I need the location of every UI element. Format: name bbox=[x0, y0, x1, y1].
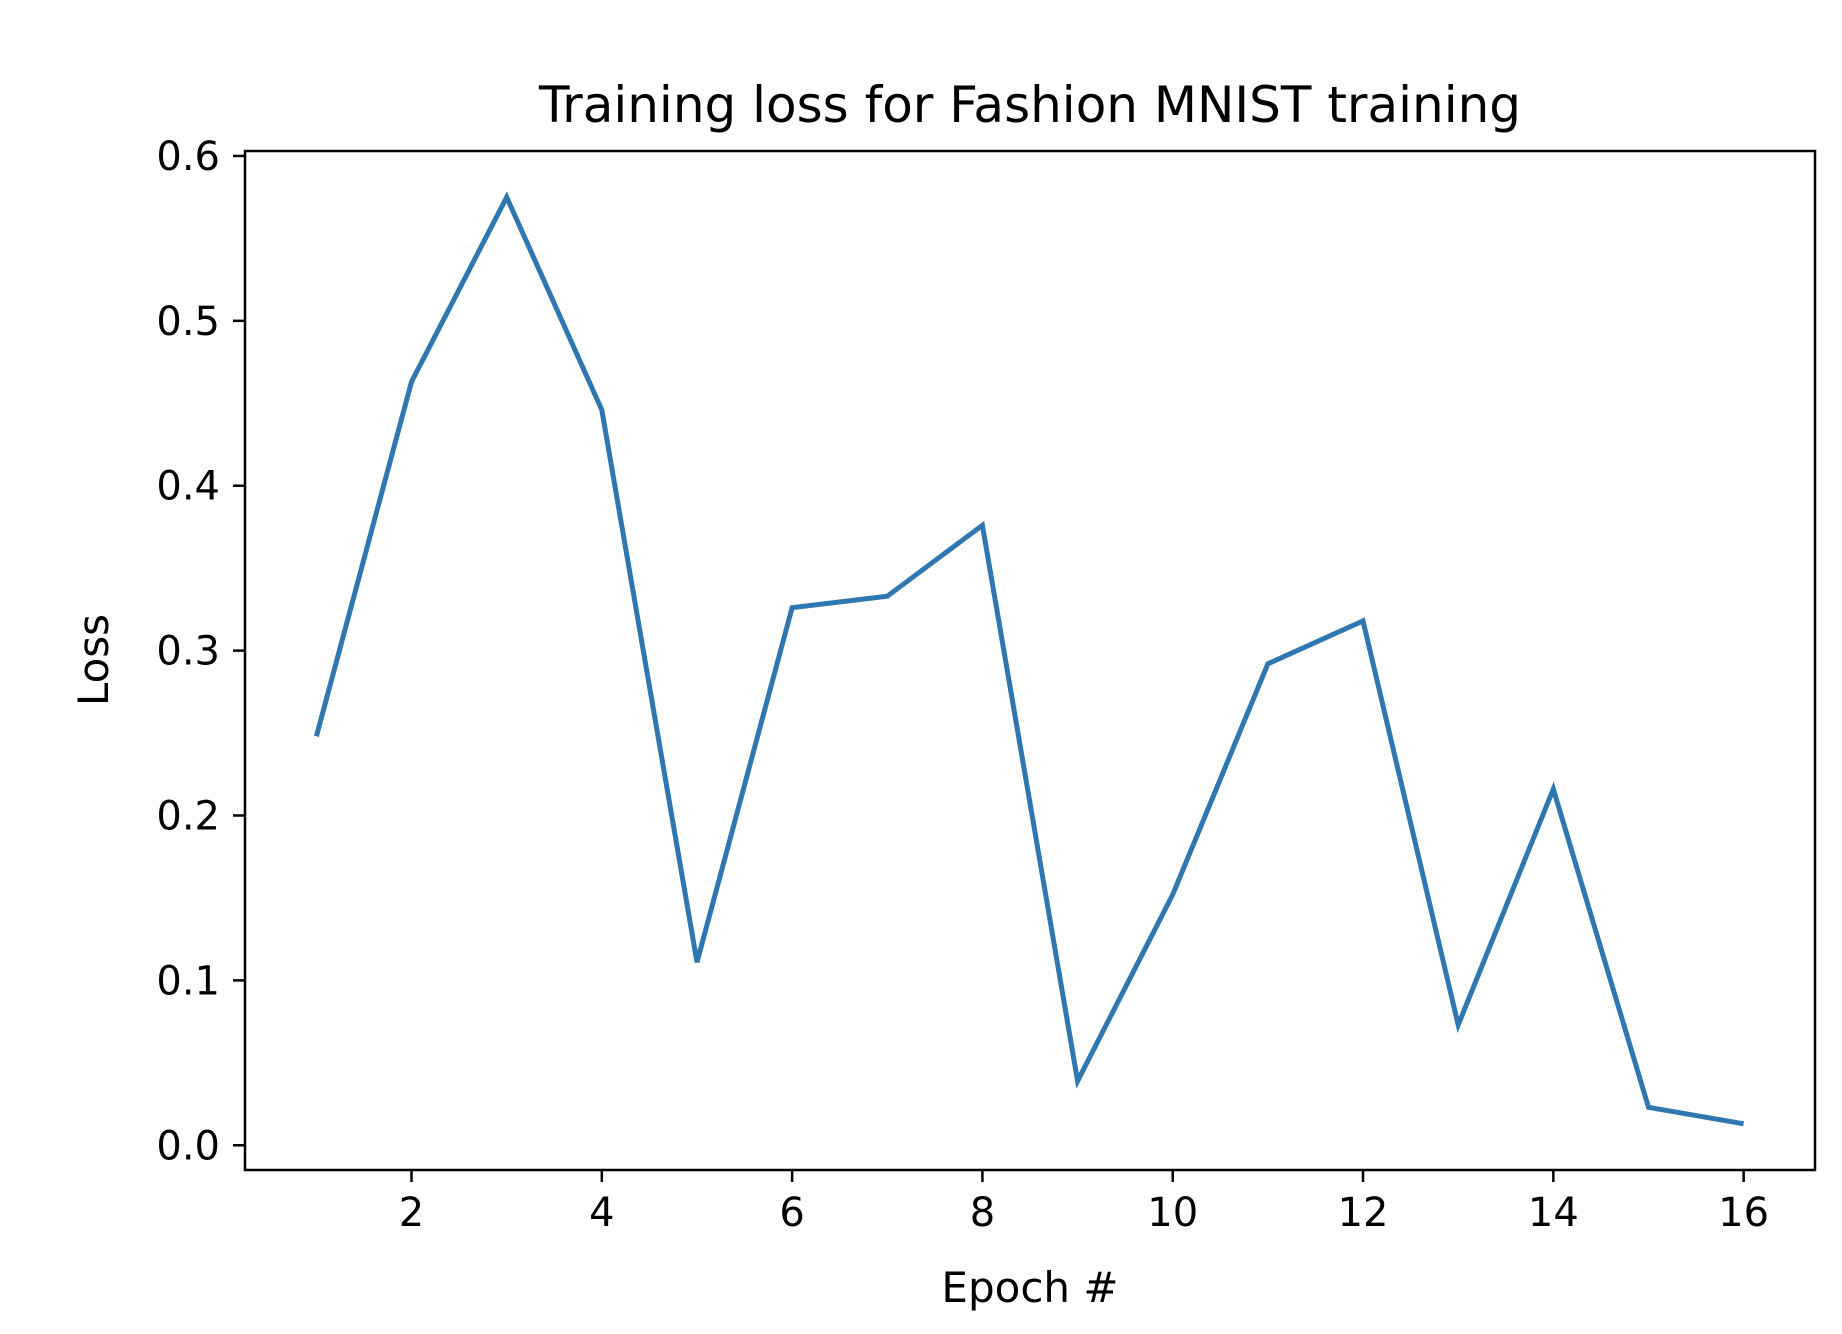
plot-area: 2 4 6 8 10 12 14 16 0.0 0.1 0.2 0.3 0.4 0.5 0.6 bbox=[156, 134, 1817, 1236]
plot-frame bbox=[243, 149, 1817, 1172]
x-tick-label: 8 bbox=[970, 1190, 995, 1236]
x-tick-label: 6 bbox=[779, 1190, 804, 1236]
x-tick-label: 10 bbox=[1147, 1190, 1198, 1236]
chart-title: Training loss for Fashion MNIST training bbox=[538, 76, 1521, 134]
x-tick-label: 2 bbox=[399, 1190, 424, 1236]
x-tick-label: 4 bbox=[589, 1190, 614, 1236]
y-tick-label: 0.1 bbox=[156, 958, 220, 1004]
y-tick-label: 0.3 bbox=[156, 629, 220, 675]
x-tick-label: 12 bbox=[1338, 1190, 1389, 1236]
y-tick-label: 0.5 bbox=[156, 299, 220, 345]
series-line-1 bbox=[313, 191, 1745, 1127]
x-axis-label: Epoch # bbox=[941, 1263, 1118, 1312]
x-tick-label: 14 bbox=[1528, 1190, 1579, 1236]
x-tick-label: 16 bbox=[1718, 1190, 1769, 1236]
y-tick-label: 0.6 bbox=[156, 134, 220, 180]
y-tick-label: 0.2 bbox=[156, 793, 220, 839]
y-axis-label: Loss bbox=[69, 614, 118, 706]
y-tick-label: 0.4 bbox=[156, 464, 220, 510]
y-tick-label: 0.0 bbox=[156, 1123, 220, 1169]
